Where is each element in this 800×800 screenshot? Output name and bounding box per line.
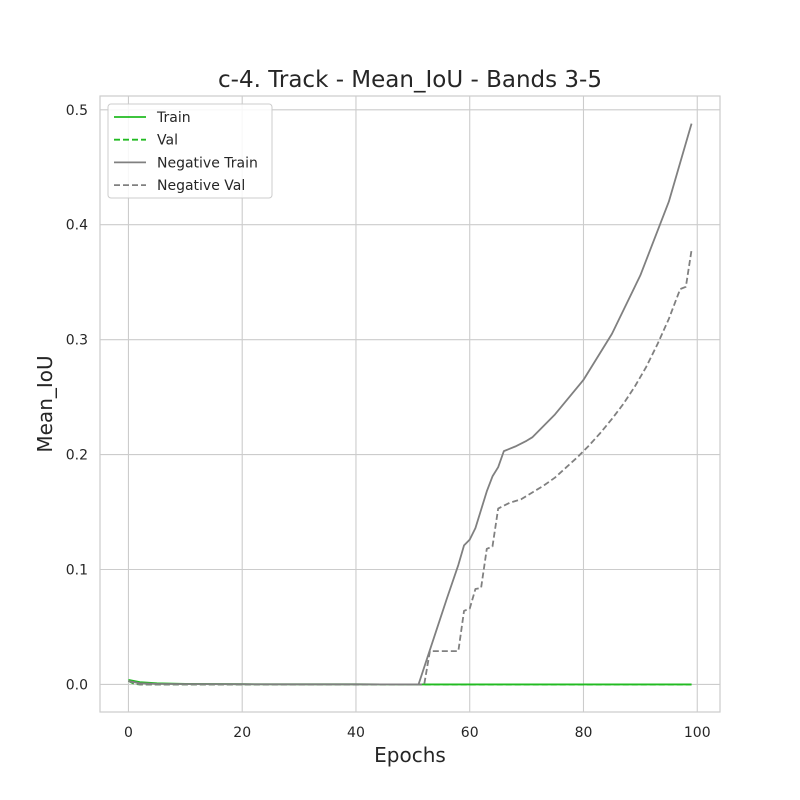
x-tick-label: 0 [124, 725, 133, 741]
legend-label: Val [157, 133, 178, 149]
y-tick-label: 0.0 [66, 677, 88, 693]
y-tick-label: 0.3 [66, 333, 88, 349]
plot-lines [128, 123, 693, 686]
x-tick-label: 20 [233, 725, 251, 741]
x-tick-label: 40 [347, 725, 365, 741]
grid [100, 96, 720, 712]
x-axis-label: Epochs [374, 743, 446, 767]
plot-frame [99, 95, 721, 713]
legend-label: Negative Val [157, 178, 245, 194]
legend-box [107, 103, 273, 199]
y-tick-label: 0.1 [66, 562, 88, 578]
x-tick-label: 60 [461, 725, 479, 741]
y-axis-label: Mean_IoU [33, 355, 57, 452]
legend: Train Val Negative Train Negative Val [107, 103, 273, 199]
chart-title: c-4. Track - Mean_IoU - Bands 3-5 [218, 67, 602, 93]
x-tick-label: 80 [575, 725, 593, 741]
x-tick-labels: 0 20 40 60 80 100 [124, 725, 711, 741]
y-tick-label: 0.2 [66, 448, 88, 464]
x-tick-label: 100 [684, 725, 711, 741]
y-tick-label: 0.4 [66, 218, 88, 234]
legend-label: Negative Train [157, 155, 258, 171]
y-tick-label: 0.5 [66, 103, 88, 119]
y-tick-labels: 0.0 0.1 0.2 0.3 0.4 0.5 [66, 103, 88, 694]
legend-label: Train [156, 110, 191, 126]
series-line-negative-val [128, 249, 693, 686]
